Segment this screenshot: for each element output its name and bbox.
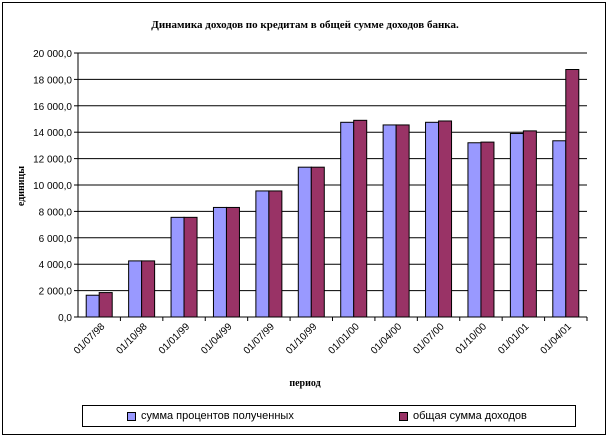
y-tick-label: 18 000,0 xyxy=(33,75,72,86)
x-tick-label: 01/10/99 xyxy=(284,321,320,357)
bar-series-2 xyxy=(353,119,368,318)
x-tick-label: 01/07/98 xyxy=(72,321,108,357)
y-tick-label: 0,0 xyxy=(58,313,72,324)
bar-series-2 xyxy=(141,260,156,318)
x-tick-labels: 01/07/98 01/10/98 01/01/99 01/04/99 01/07/99… xyxy=(72,321,574,357)
x-tick-label: 01/04/01 xyxy=(539,321,575,357)
x-axis-title: период xyxy=(289,378,321,389)
bar-series-1 xyxy=(340,121,355,318)
y-tick-label: 14 000,0 xyxy=(33,128,72,139)
bar-series-1 xyxy=(552,140,567,318)
legend: сумма процентов полученных общая сумма д… xyxy=(82,405,576,427)
x-tick-label: 01/01/00 xyxy=(327,321,363,357)
legend-item-series-1: сумма процентов полученных xyxy=(127,410,294,422)
bar-series-1 xyxy=(382,124,397,318)
x-tick-label: 01/04/99 xyxy=(199,321,235,357)
bar-series-2 xyxy=(438,120,453,318)
legend-item-series-2: общая сумма доходов xyxy=(399,410,527,422)
y-tick-label: 6 000,0 xyxy=(39,234,73,245)
y-tick-label: 4 000,0 xyxy=(39,260,73,271)
bar-series-1 xyxy=(297,166,312,318)
chart-title: Динамика доходов по кредитам в общей сум… xyxy=(151,19,459,31)
x-tick-label: 01/04/00 xyxy=(369,321,405,357)
bar-series-1 xyxy=(509,133,524,318)
x-tick-label: 01/07/99 xyxy=(242,321,278,357)
bar-series-1 xyxy=(255,190,270,318)
axes xyxy=(74,52,588,321)
bar-series-1 xyxy=(467,142,482,318)
bar-series-1 xyxy=(425,121,440,318)
bar-series-1 xyxy=(170,216,185,318)
x-tick-label: 01/10/98 xyxy=(114,321,150,357)
bar-series-2 xyxy=(183,216,198,318)
legend-swatch-series-2 xyxy=(399,411,408,421)
bar-series-2 xyxy=(395,124,410,318)
y-tick-label: 16 000,0 xyxy=(33,102,72,113)
bars xyxy=(85,69,580,318)
y-axis-title: единицы xyxy=(16,166,27,206)
x-tick-label: 01/07/00 xyxy=(411,321,447,357)
bar-series-2 xyxy=(310,166,325,318)
y-tick-label: 20 000,0 xyxy=(33,49,72,60)
bar-series-2 xyxy=(225,206,240,318)
y-tick-label: 10 000,0 xyxy=(33,181,72,192)
legend-swatch-series-1 xyxy=(127,411,136,421)
y-tick-labels: 0,0 2 000,0 4 000,0 6 000,0 8 000,0 10 000,0 1… xyxy=(33,49,72,324)
bar-series-2 xyxy=(565,69,580,318)
bar-series-2 xyxy=(480,141,495,318)
bar-series-2 xyxy=(268,190,283,318)
x-tick-label: 01/01/01 xyxy=(496,321,532,357)
gridlines xyxy=(78,52,587,318)
bar-series-1 xyxy=(212,206,227,318)
y-tick-label: 12 000,0 xyxy=(33,155,72,166)
y-tick-label: 8 000,0 xyxy=(39,207,73,218)
bar-series-1 xyxy=(128,260,143,318)
bar-series-2 xyxy=(522,130,537,318)
bar-series-2 xyxy=(98,292,113,318)
legend-label-series-1: сумма процентов полученных xyxy=(141,410,294,422)
x-tick-label: 01/01/99 xyxy=(157,321,193,357)
y-tick-label: 2 000,0 xyxy=(39,287,73,298)
legend-label-series-2: общая сумма доходов xyxy=(413,410,527,422)
bar-series-1 xyxy=(85,294,100,318)
x-tick-label: 01/10/00 xyxy=(454,321,490,357)
